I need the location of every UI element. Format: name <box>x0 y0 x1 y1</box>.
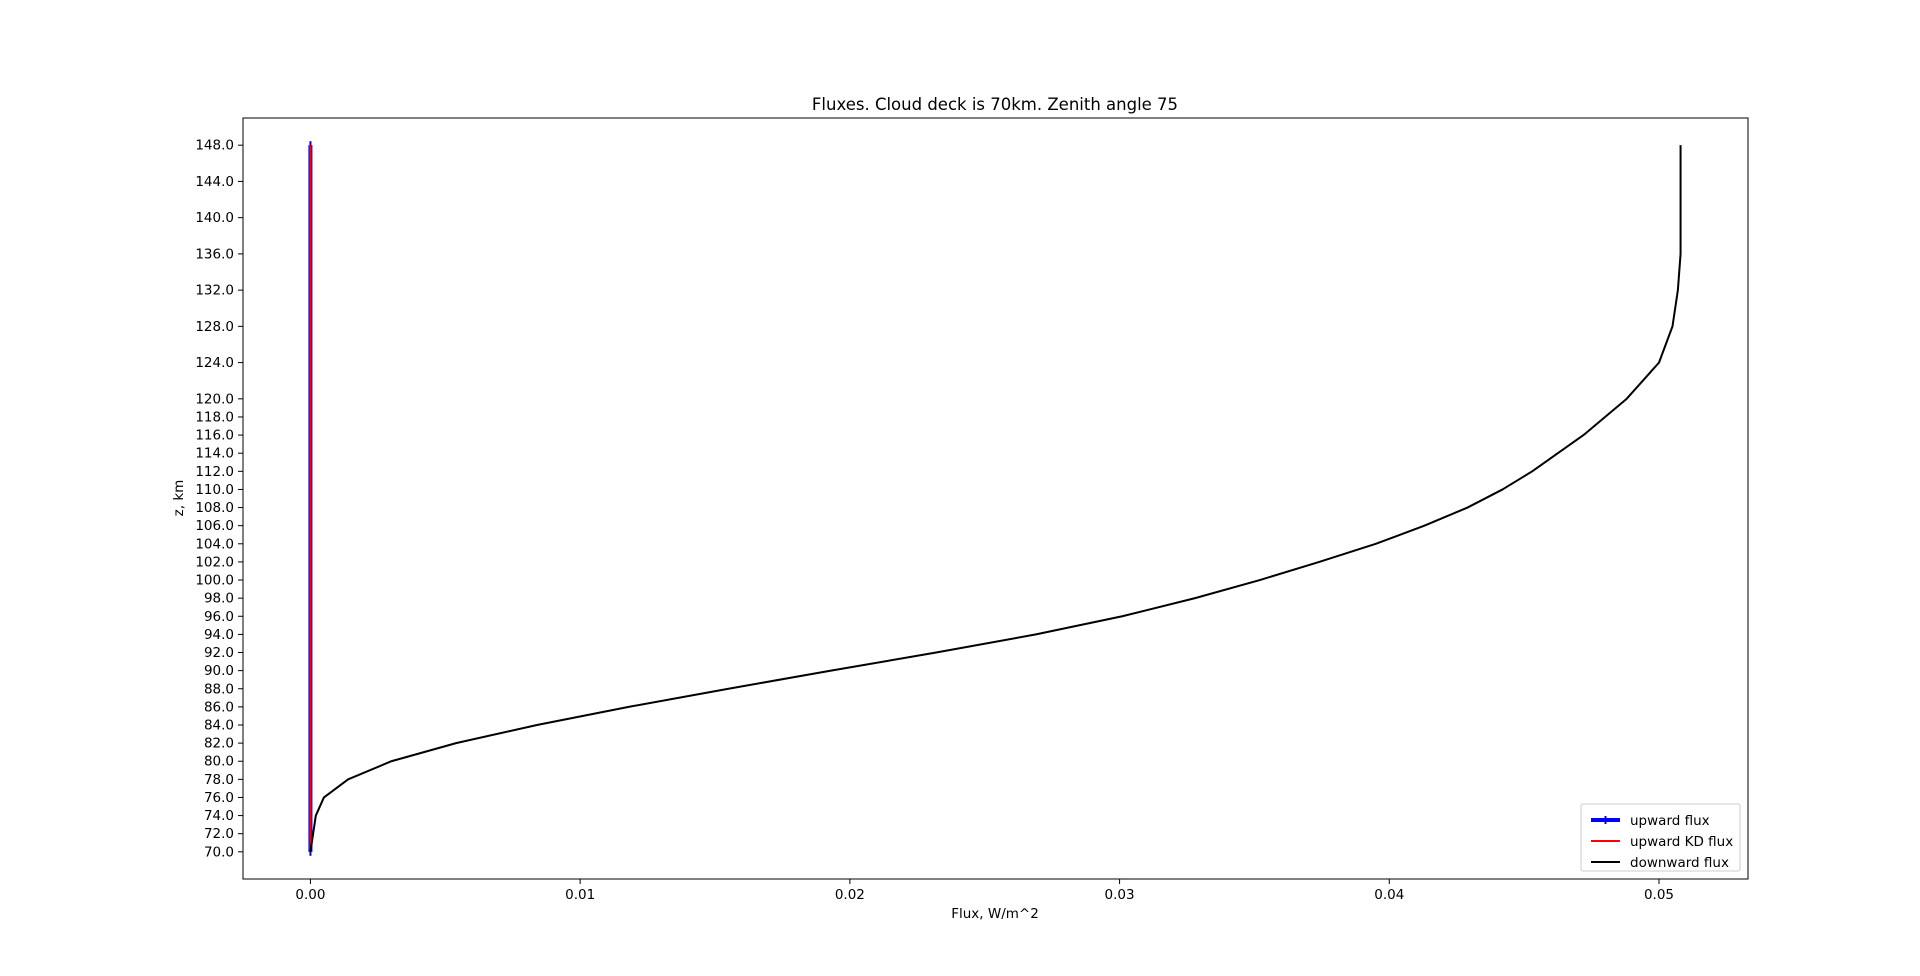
x-tick-label: 0.00 <box>295 887 325 903</box>
y-tick-label: 92.0 <box>204 645 234 661</box>
y-tick-label: 88.0 <box>204 681 234 697</box>
y-tick-label: 76.0 <box>204 790 234 806</box>
x-tick-label: 0.02 <box>835 887 865 903</box>
y-tick-label: 132.0 <box>195 283 234 299</box>
legend-label-upward-flux: upward flux <box>1630 813 1710 829</box>
y-tick-label: 84.0 <box>204 717 234 733</box>
y-tick-label: 108.0 <box>195 500 234 516</box>
y-tick-label: 106.0 <box>195 518 234 534</box>
y-tick-label: 72.0 <box>204 826 234 842</box>
y-tick-label: 98.0 <box>204 591 234 607</box>
legend: upward flux upward KD flux downward flux <box>1580 803 1741 872</box>
plot-frame <box>242 117 1749 880</box>
y-tick-label: 136.0 <box>195 246 234 262</box>
x-tick-label: 0.04 <box>1374 887 1404 903</box>
y-tick-label: 102.0 <box>195 554 234 570</box>
x-tick-label: 0.03 <box>1105 887 1135 903</box>
y-tick-label: 118.0 <box>195 409 234 425</box>
y-tick-label: 90.0 <box>204 663 234 679</box>
y-tick-label: 114.0 <box>195 446 234 462</box>
y-axis-label: z, km <box>171 480 187 517</box>
y-tick-label: 100.0 <box>195 573 234 589</box>
y-tick-label: 104.0 <box>195 536 234 552</box>
x-tick-label: 0.05 <box>1644 887 1674 903</box>
y-tick-label: 70.0 <box>204 844 234 860</box>
x-tick-label: 0.01 <box>565 887 595 903</box>
y-tick-label: 96.0 <box>204 609 234 625</box>
y-tick-label: 94.0 <box>204 627 234 643</box>
y-tick-label: 148.0 <box>195 138 234 154</box>
y-tick-label: 112.0 <box>195 464 234 480</box>
series-layer <box>308 141 1682 856</box>
y-tick-label: 120.0 <box>195 391 234 407</box>
y-tick-label: 82.0 <box>204 736 234 752</box>
legend-label-downward-flux: downward flux <box>1630 855 1729 871</box>
y-tick-label: 86.0 <box>204 699 234 715</box>
y-tick-label: 144.0 <box>195 174 234 190</box>
x-axis: 0.00 0.01 0.02 0.03 0.04 0.05 <box>295 879 1674 903</box>
y-tick-label: 74.0 <box>204 808 234 824</box>
x-axis-label: Flux, W/m^2 <box>951 906 1039 922</box>
y-tick-label: 140.0 <box>195 210 234 226</box>
y-axis: 70.0 72.0 74.0 76.0 78.0 80.0 82.0 84.0 86.0 88.0… <box>195 138 243 860</box>
series-line-downward-flux <box>309 145 1682 852</box>
y-tick-label: 128.0 <box>195 319 234 335</box>
y-tick-label: 124.0 <box>195 355 234 371</box>
y-tick-label: 110.0 <box>195 482 234 498</box>
y-tick-label: 116.0 <box>195 428 234 444</box>
chart-title: Fluxes. Cloud deck is 70km. Zenith angle… <box>812 95 1178 114</box>
legend-label-upward-kd-flux: upward KD flux <box>1630 834 1733 850</box>
y-tick-label: 78.0 <box>204 772 234 788</box>
y-tick-label: 80.0 <box>204 754 234 770</box>
